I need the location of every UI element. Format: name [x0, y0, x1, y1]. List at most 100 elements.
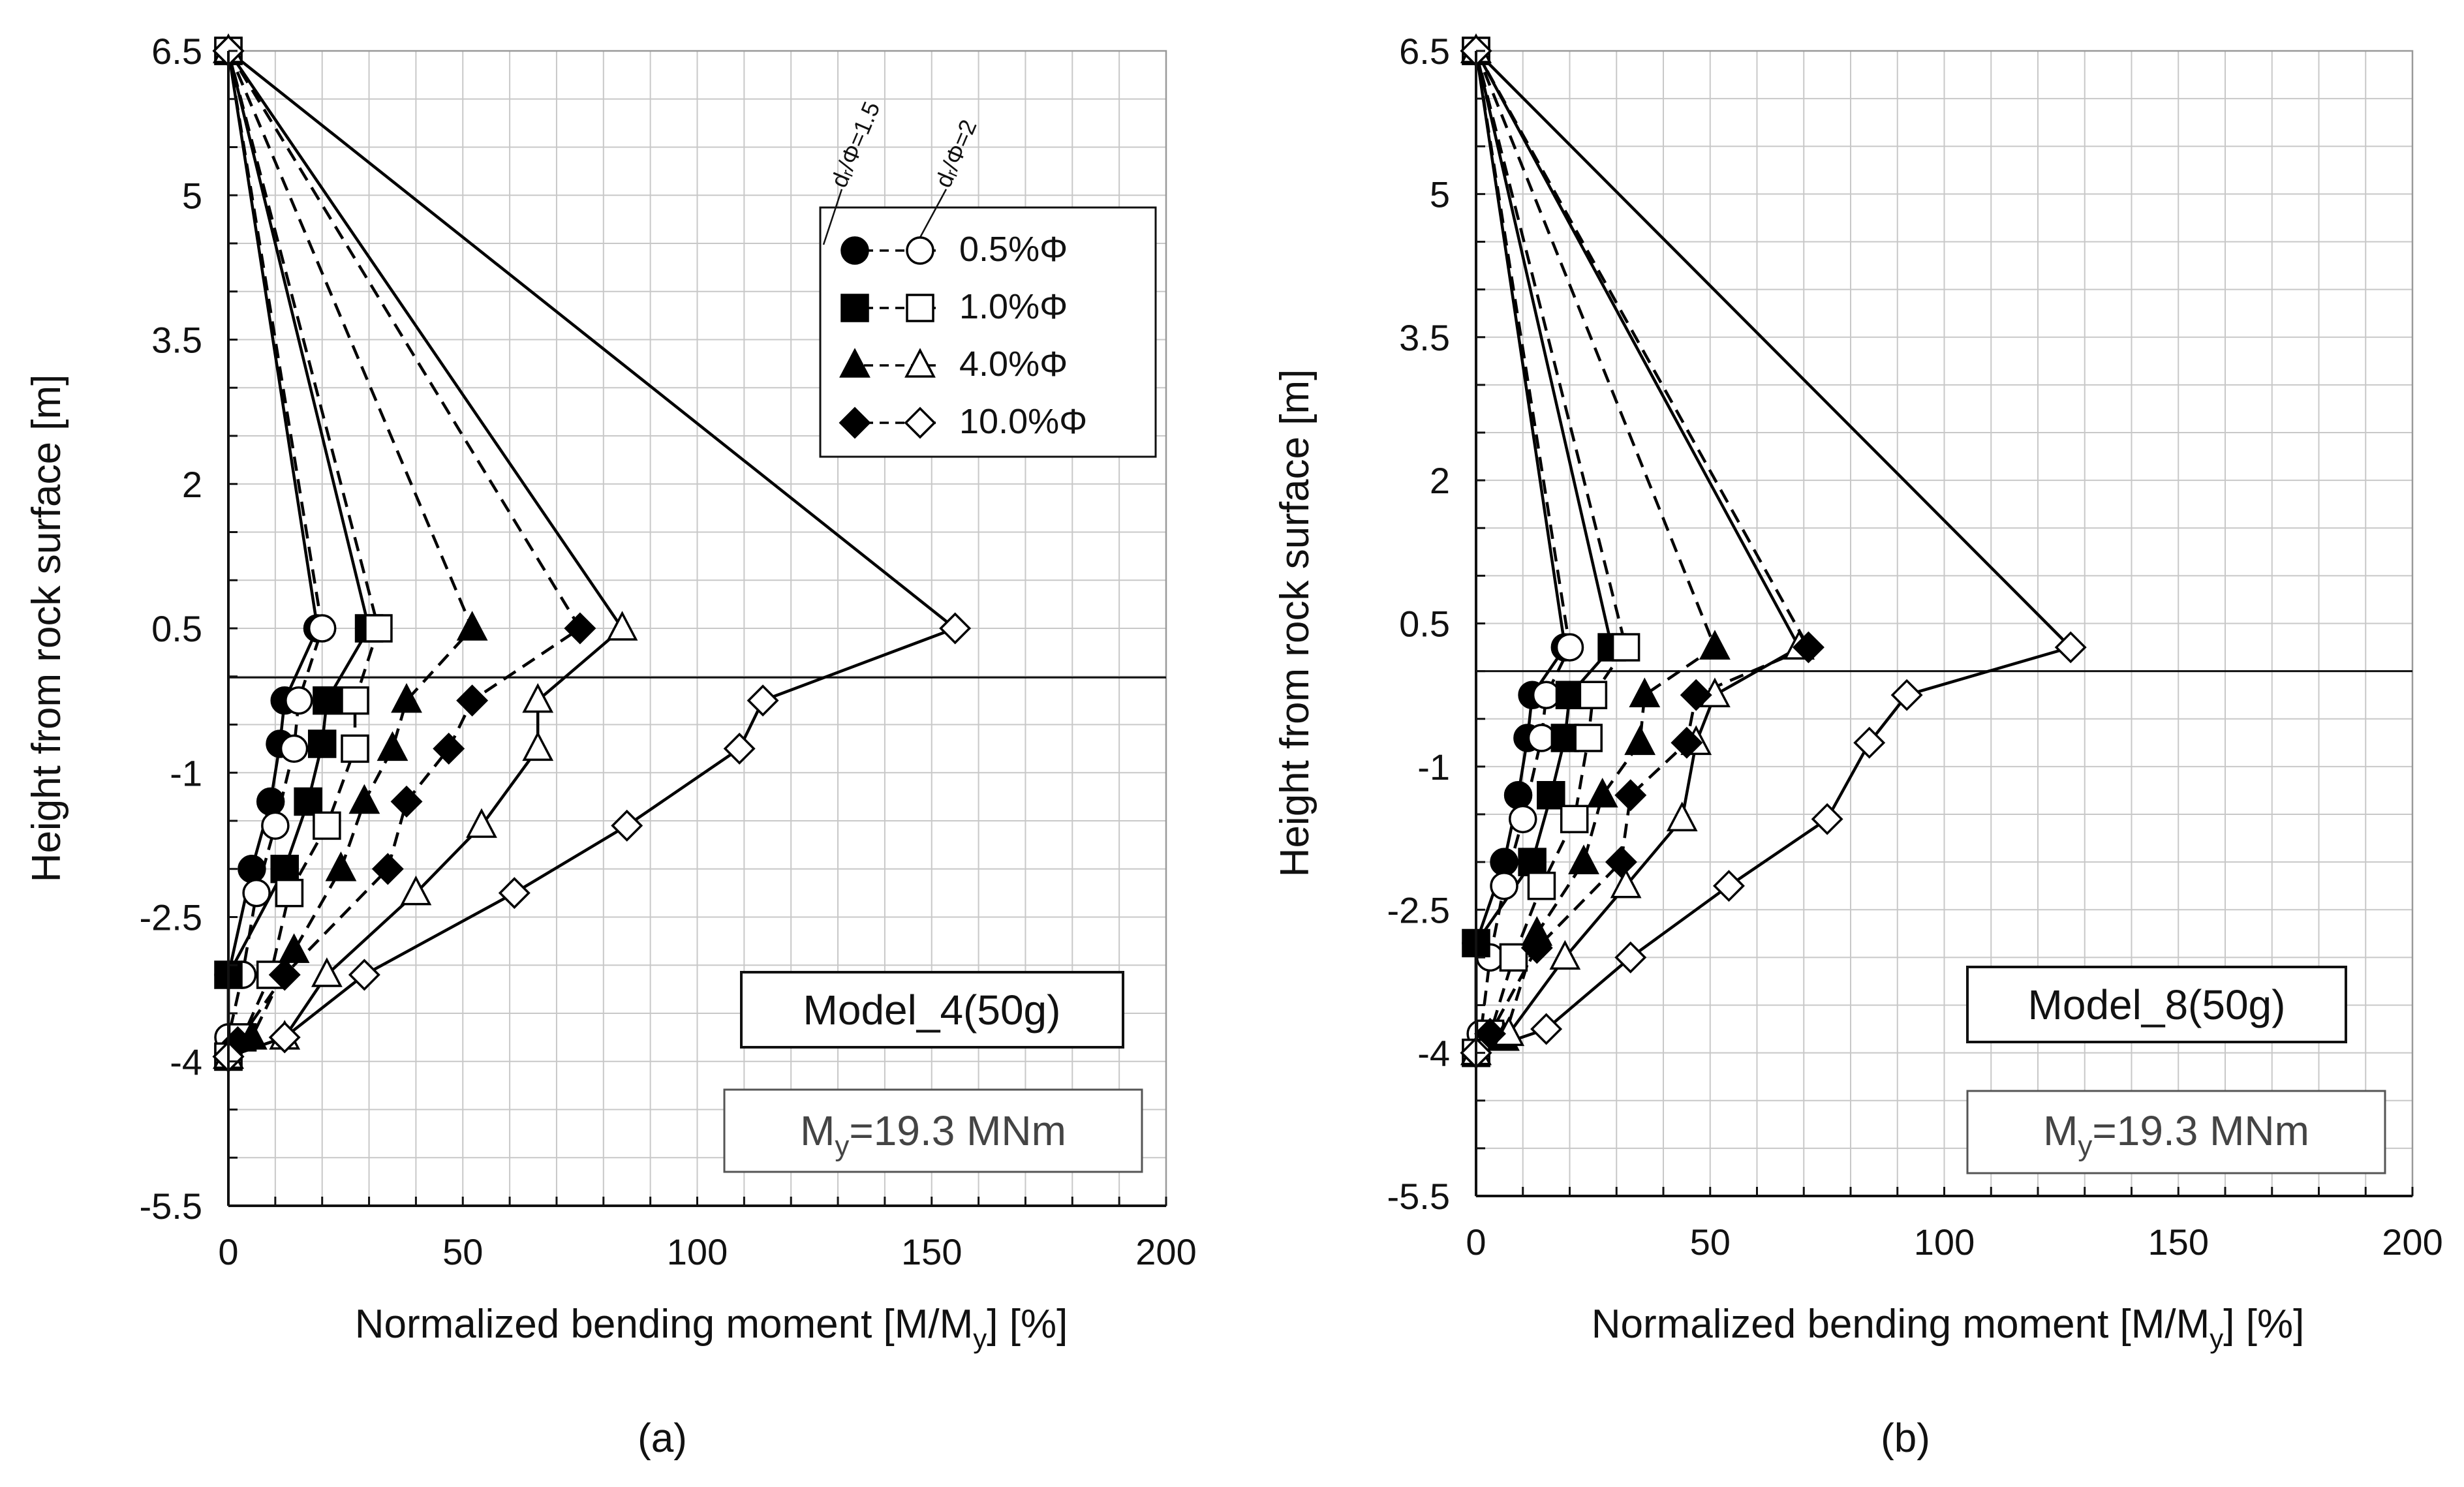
legend-marker-filled [840, 236, 869, 265]
data-point-square [313, 686, 341, 715]
data-point-square [364, 614, 393, 643]
data-point-triangle [456, 611, 488, 641]
y-tick-label: 2 [182, 464, 202, 505]
data-point-triangle [466, 808, 497, 838]
data-point-circle [307, 614, 337, 643]
data-point-diamond [1811, 803, 1843, 835]
chart-panel-b: -5.5 -4 -2.5 -1 0.5 2 3.5 5 6.5 0 50 100 150 200 Heig… [1272, 31, 2443, 1461]
data-point-circle [1490, 848, 1518, 876]
legend-label: 10.0%Φ [959, 402, 1087, 441]
y-tick-label: 6.5 [151, 31, 202, 72]
series-line [1474, 50, 1717, 1054]
x-tick-label: 200 [1135, 1231, 1196, 1272]
yield-moment-box-a: My=19.3 MNm [723, 1088, 1143, 1173]
data-point-diamond [939, 612, 972, 645]
legend-marker-open [906, 236, 934, 265]
x-tick-label: 0 [218, 1231, 238, 1272]
y-tick-label: 0.5 [151, 608, 202, 649]
legend-box [819, 206, 1157, 458]
data-point-triangle [325, 851, 357, 881]
axes-b: -5.5 -4 -2.5 -1 0.5 2 3.5 5 6.5 0 50 100 150 200 [1387, 31, 2443, 1263]
data-point-circle [238, 855, 266, 883]
data-point-circle [261, 811, 290, 840]
yield-moment-label-a: My=19.3 MNm [800, 1107, 1066, 1162]
legend-marker-open [904, 406, 936, 439]
data-point-circle [1555, 633, 1584, 662]
data-point-diamond [371, 853, 404, 885]
model-label-a: Model_4(50g) [803, 987, 1061, 1034]
legend-marker-filled [839, 406, 871, 439]
legend-marker-open [906, 294, 934, 322]
data-point-diamond [1712, 870, 1745, 902]
data-point-diamond [1614, 941, 1647, 973]
data-point-circle [1527, 724, 1556, 752]
legend-header-leader-2 [915, 189, 947, 245]
y-tick-label: 0.5 [1399, 604, 1450, 645]
data-point-square [1574, 724, 1603, 752]
y-tick-label: -4 [1417, 1033, 1450, 1074]
y-tick-label: -2.5 [140, 897, 203, 938]
data-point-triangle [348, 784, 380, 814]
data-point-square [1560, 805, 1589, 834]
data-point-triangle [377, 731, 408, 761]
data-point-square [275, 878, 304, 908]
model-label-b: Model_8(50g) [2028, 981, 2286, 1028]
legend-marker-open [904, 348, 936, 378]
data-point-triangle [391, 682, 422, 713]
data-point-diamond [433, 732, 465, 765]
x-tick-label: 50 [442, 1231, 483, 1272]
data-point-diamond [1890, 679, 1923, 711]
x-tick-label: 200 [2382, 1221, 2442, 1263]
data-point-square [1537, 781, 1565, 810]
legend-label: 1.0%Φ [959, 287, 1068, 326]
legend-label: 0.5%Φ [959, 230, 1068, 269]
y-tick-label: 2 [1430, 460, 1450, 501]
yield-moment-box-b: My=19.3 MNm [1966, 1090, 2386, 1174]
y-tick-label: -2.5 [1387, 889, 1451, 930]
data-point-triangle [606, 611, 638, 641]
data-point-circle [1490, 871, 1518, 900]
y-axis-title-b: Height from rock surface [m] [1272, 369, 1317, 878]
data-point-diamond [1520, 932, 1553, 964]
data-point-circle [256, 787, 285, 816]
panel-label-b: (b) [1881, 1416, 1930, 1461]
legend-marker-filled [840, 294, 869, 322]
legend-rows [839, 236, 940, 439]
data-point-square [1611, 633, 1640, 662]
data-point-square [270, 855, 299, 883]
data-point-circle [1503, 781, 1533, 810]
data-point-diamond [1853, 726, 1886, 759]
data-point-square [1518, 848, 1547, 876]
data-point-diamond [390, 786, 423, 818]
data-point-diamond [1474, 1017, 1506, 1050]
data-point-triangle [1586, 777, 1618, 808]
x-tick-label: 0 [1466, 1221, 1486, 1263]
y-tick-label: -5.5 [140, 1186, 203, 1227]
data-point-diamond [564, 612, 596, 645]
data-point-square [294, 787, 322, 816]
data-point-diamond [1680, 679, 1712, 711]
yield-moment-label-b: My=19.3 MNm [2043, 1107, 2309, 1162]
data-point-circle [285, 686, 313, 715]
data-point-diamond [611, 809, 643, 842]
data-point-diamond [1605, 846, 1637, 878]
data-point-square [307, 729, 337, 758]
legend-marker-filled [839, 348, 870, 378]
data-point-diamond [348, 958, 380, 991]
y-tick-label: 5 [182, 175, 202, 216]
data-point-circle [242, 878, 271, 908]
axes-a: -5.5 -4 -2.5 -1 0.5 2 3.5 5 6.5 0 50 100 150 200 [140, 31, 1197, 1272]
data-point-square [341, 686, 369, 715]
x-tick-label: 50 [1690, 1221, 1731, 1263]
y-axis-title-a: Height from rock surface [m] [24, 375, 69, 883]
x-tick-label: 150 [2148, 1221, 2209, 1263]
x-tick-label: 100 [667, 1231, 728, 1272]
legend-header-leader-1 [822, 189, 843, 245]
x-tick-label: 100 [1914, 1221, 1975, 1263]
x-axis-title-b: Normalized bending moment [M/My] [%] [1592, 1302, 2305, 1354]
data-point-diamond [723, 732, 756, 765]
data-point-square [1527, 871, 1556, 900]
y-tick-label: 3.5 [1399, 317, 1450, 358]
data-point-square [313, 811, 341, 840]
